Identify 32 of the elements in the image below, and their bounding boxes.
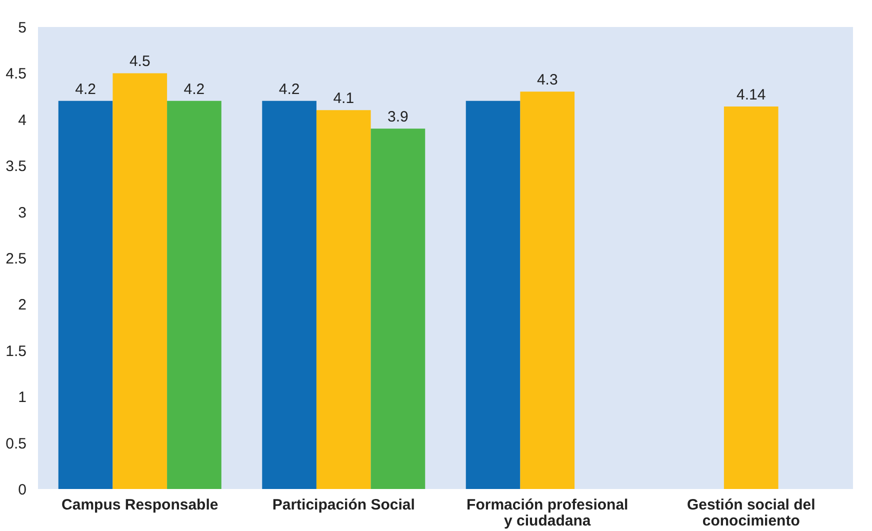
y-tick-label: 0.5 bbox=[6, 435, 26, 452]
bar bbox=[316, 110, 371, 489]
y-tick-label: 5 bbox=[18, 20, 26, 36]
bar bbox=[112, 73, 168, 489]
data-label: 3.9 bbox=[388, 108, 408, 126]
bar bbox=[262, 100, 316, 489]
y-tick-label: 3 bbox=[18, 204, 26, 222]
x-tick-label: Gestión social del conocimiento bbox=[686, 496, 816, 530]
y-tick-label: 1.5 bbox=[6, 342, 26, 360]
y-tick-label: 4 bbox=[18, 112, 26, 129]
data-label: 4.2 bbox=[184, 80, 205, 98]
y-tick-label: 2.5 bbox=[6, 250, 26, 268]
y-tick-label: 0 bbox=[18, 482, 26, 498]
bar bbox=[167, 100, 222, 489]
bar bbox=[520, 92, 575, 489]
bar bbox=[724, 106, 778, 489]
y-tick-label: 1 bbox=[18, 389, 26, 406]
x-tick-label: Participación Social bbox=[272, 496, 415, 514]
x-tick-label: Formación profesional y ciudadana bbox=[466, 496, 628, 530]
data-label: 4.2 bbox=[278, 80, 300, 98]
bar bbox=[466, 100, 520, 489]
data-label: 4.2 bbox=[75, 80, 96, 98]
data-label: 4.14 bbox=[736, 86, 766, 104]
bar bbox=[58, 100, 113, 489]
y-tick-label: 4.5 bbox=[6, 66, 26, 83]
data-label: 4.3 bbox=[536, 72, 558, 89]
data-label: 4.1 bbox=[333, 90, 354, 108]
y-tick-label: 2 bbox=[18, 296, 26, 314]
bar bbox=[370, 128, 426, 489]
y-tick-label: 3.5 bbox=[6, 158, 26, 176]
data-label: 4.5 bbox=[129, 53, 150, 70]
x-tick-label: Campus Responsable bbox=[62, 496, 218, 514]
